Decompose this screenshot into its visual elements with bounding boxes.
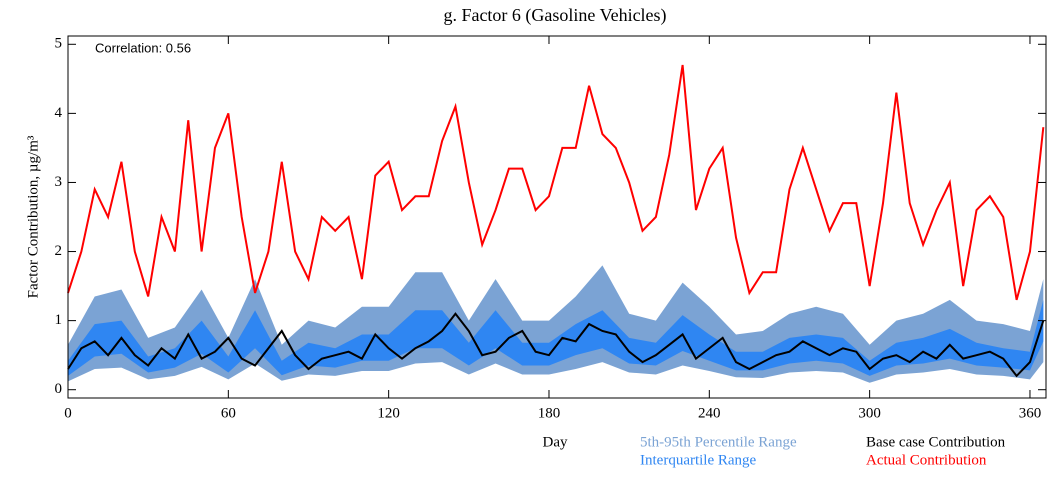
series-line bbox=[67, 312, 1045, 378]
x-tick-label: 180 bbox=[538, 405, 561, 421]
legend-entry: Interquartile Range bbox=[640, 452, 757, 468]
legend-entry: 5th-95th Percentile Range bbox=[640, 434, 797, 450]
plot-frame bbox=[67, 35, 1047, 399]
y-axis-label: Factor Contribution, µg/m³ bbox=[25, 135, 41, 298]
y-tick-label: 0 bbox=[55, 381, 63, 397]
y-tick-label: 2 bbox=[55, 243, 63, 259]
band bbox=[68, 299, 1044, 376]
y-tick-label: 3 bbox=[55, 174, 63, 190]
x-tick-label: 120 bbox=[377, 405, 400, 421]
y-tick-label: 1 bbox=[55, 312, 63, 328]
x-tick-label: 60 bbox=[221, 405, 236, 421]
x-tick-label: 360 bbox=[1019, 405, 1042, 421]
y-tick-label: 4 bbox=[55, 105, 63, 121]
y-tick-label: 5 bbox=[55, 36, 63, 52]
x-tick-label: 300 bbox=[858, 405, 881, 421]
annotation: Correlation: 0.56 bbox=[95, 40, 191, 55]
legend-entry: Base case Contribution bbox=[866, 434, 1006, 450]
series-line bbox=[67, 64, 1045, 301]
x-tick-label: 0 bbox=[64, 405, 72, 421]
x-tick-label: 240 bbox=[698, 405, 721, 421]
chart-title: g. Factor 6 (Gasoline Vehicles) bbox=[443, 5, 666, 26]
legend-entry: Actual Contribution bbox=[866, 452, 987, 468]
x-axis-label: Day bbox=[543, 434, 568, 450]
